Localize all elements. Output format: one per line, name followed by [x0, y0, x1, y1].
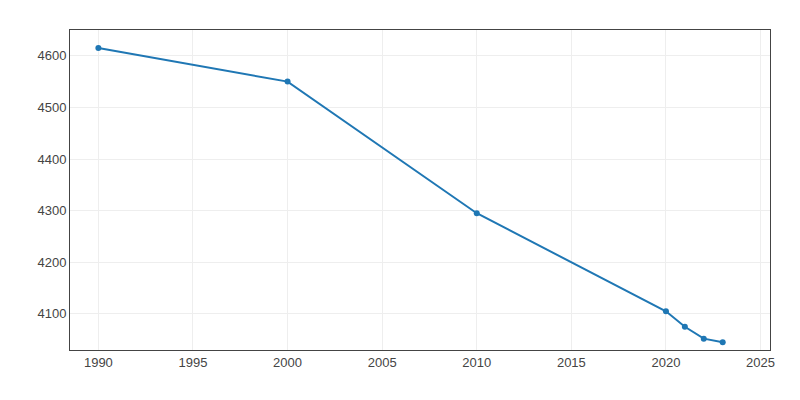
svg-text:1995: 1995	[179, 355, 208, 370]
svg-text:2010: 2010	[462, 355, 491, 370]
svg-text:4200: 4200	[37, 255, 66, 270]
svg-text:2020: 2020	[651, 355, 680, 370]
svg-text:4500: 4500	[37, 100, 66, 115]
svg-text:1990: 1990	[84, 355, 113, 370]
svg-text:4100: 4100	[37, 306, 66, 321]
svg-text:4600: 4600	[37, 48, 66, 63]
svg-text:4400: 4400	[37, 152, 66, 167]
svg-text:4300: 4300	[37, 203, 66, 218]
svg-text:2015: 2015	[557, 355, 586, 370]
svg-text:2000: 2000	[273, 355, 302, 370]
svg-text:2005: 2005	[368, 355, 397, 370]
svg-text:2025: 2025	[746, 355, 775, 370]
